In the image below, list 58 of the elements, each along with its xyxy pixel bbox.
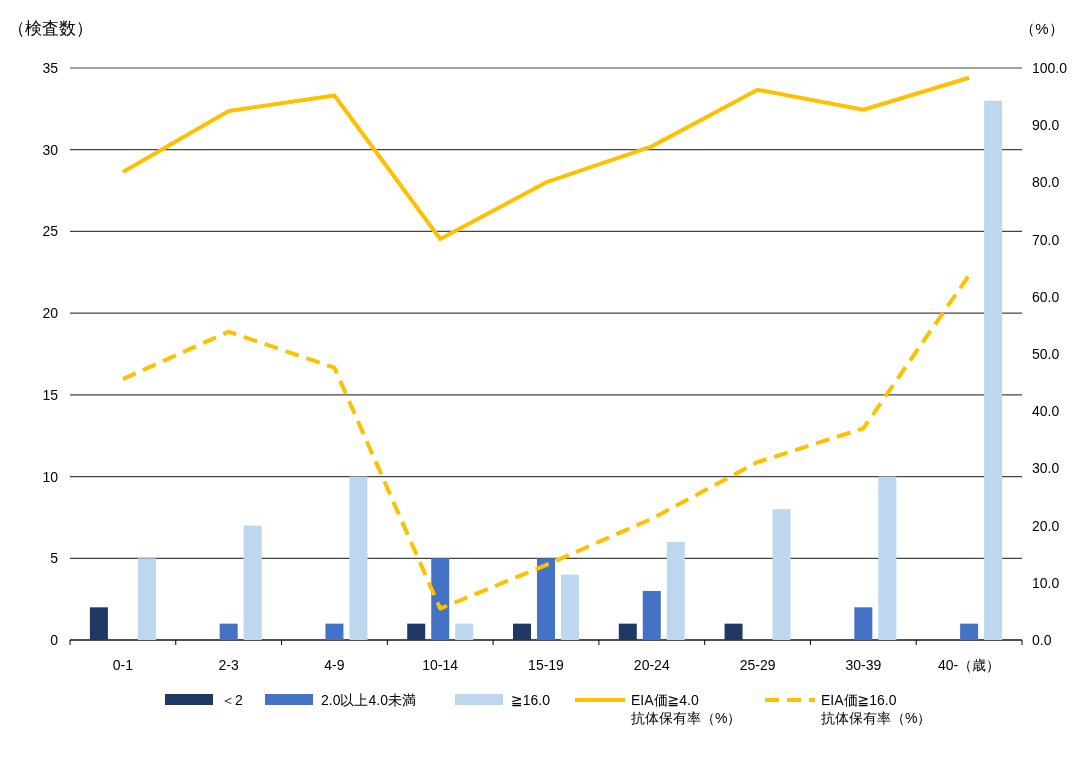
bar	[513, 623, 531, 640]
bar	[349, 476, 368, 640]
bar	[960, 623, 979, 640]
y2-tick-label: 70.0	[1032, 231, 1060, 248]
y-tick-label: 20	[42, 305, 59, 322]
bar	[455, 623, 474, 640]
x-tick-label: 25-29	[739, 657, 776, 673]
bar	[537, 558, 555, 640]
bar	[431, 558, 450, 640]
bar	[243, 525, 262, 640]
legend-label: ≧16.0	[511, 692, 551, 708]
x-tick-label: 10-14	[422, 657, 459, 673]
x-tick-label: 30-39	[845, 657, 882, 673]
bar	[878, 476, 897, 640]
bar	[724, 623, 743, 640]
x-tick-label: 20-24	[633, 657, 670, 673]
bar	[666, 541, 685, 640]
y-tick-label: 10	[42, 468, 59, 485]
y-tick-label: 35	[42, 60, 59, 76]
bar	[407, 623, 426, 640]
y2-axis-title: （%）	[1020, 20, 1064, 37]
bar	[137, 558, 156, 640]
y2-tick-label: 0.0	[1032, 632, 1052, 648]
y2-tick-label: 40.0	[1032, 403, 1060, 420]
line-series	[120, 75, 972, 242]
bar	[89, 607, 108, 640]
y-tick-label: 25	[42, 223, 59, 240]
line-series	[120, 273, 972, 611]
x-tick-label: 0-1	[112, 657, 134, 673]
x-tick-label: 4-9	[324, 657, 345, 673]
legend-label: EIA価≧4.0 抗体保有率（%）	[631, 692, 742, 726]
bar	[642, 590, 661, 640]
x-tick-label: 15-19	[528, 657, 565, 673]
bar	[984, 100, 1003, 640]
bar	[618, 623, 637, 640]
x-tick-label: 40-（歳）	[937, 657, 1001, 673]
bar	[772, 509, 791, 640]
legend-label: 2.0以上4.0未満	[321, 692, 416, 708]
legend-label: ＜2	[221, 692, 243, 708]
legend-label: EIA価≧16.0 抗体保有率（%）	[821, 692, 932, 726]
y-tick-label: 30	[42, 141, 59, 158]
bar	[325, 623, 344, 640]
y2-tick-label: 50.0	[1032, 346, 1060, 362]
bar	[561, 574, 579, 640]
bar	[854, 607, 873, 640]
y-axis-title: （検査数）	[8, 19, 93, 38]
y-tick-label: 5	[50, 550, 59, 567]
bar	[219, 623, 238, 640]
y2-tick-label: 30.0	[1032, 460, 1060, 477]
y2-tick-label: 10.0	[1032, 574, 1060, 591]
y2-tick-label: 100.0	[1032, 60, 1068, 76]
y2-tick-label: 60.0	[1032, 288, 1060, 305]
y-tick-label: 15	[42, 386, 59, 403]
y2-tick-label: 20.0	[1032, 517, 1060, 534]
y2-tick-label: 90.0	[1032, 117, 1060, 134]
y2-tick-label: 80.0	[1032, 174, 1060, 191]
y-tick-label: 0	[50, 632, 59, 648]
x-tick-label: 2-3	[218, 657, 239, 673]
